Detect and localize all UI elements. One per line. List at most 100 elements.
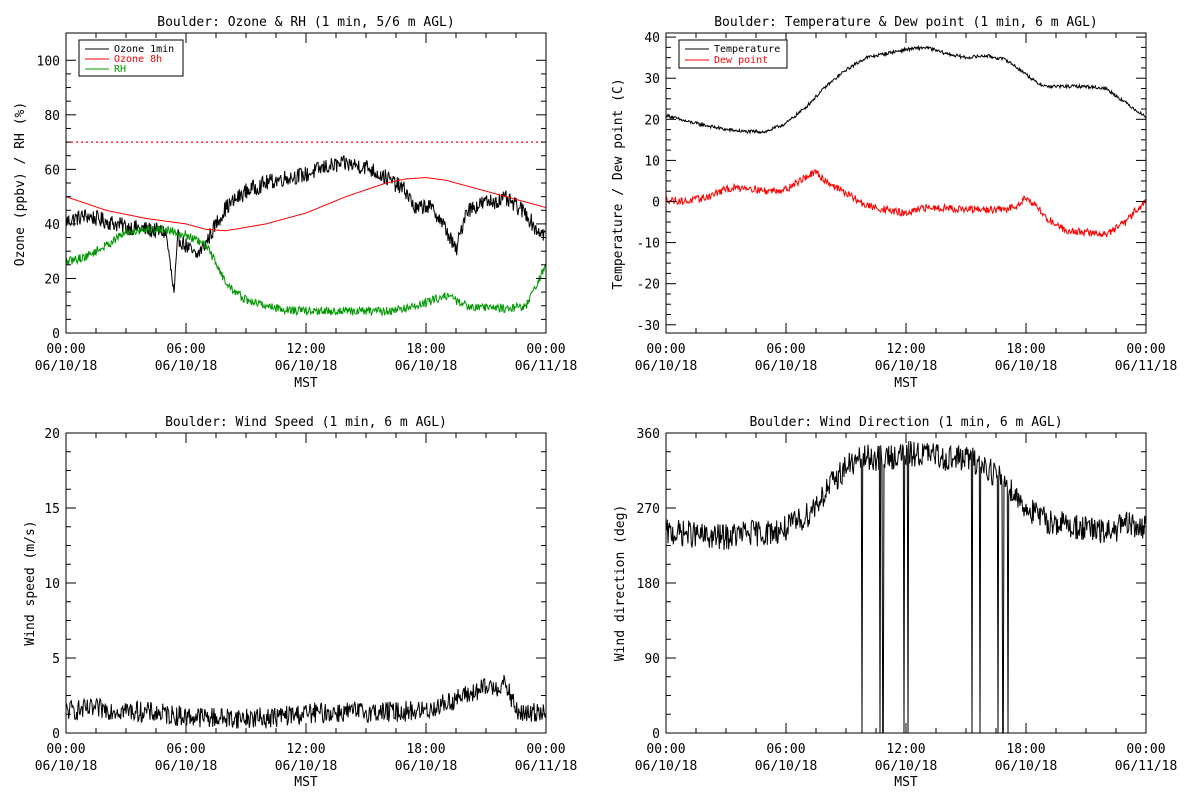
boulder-ozone-rh-1-min-5-6-m-agl-x-tick-date: 06/10/18 [155, 359, 218, 374]
boulder-ozone-rh-1-min-5-6-m-agl-y-tick-label: 60 [44, 163, 60, 178]
boulder-wind-speed-1-min-6-m-agl-x-tick-date: 06/11/18 [515, 759, 578, 774]
boulder-temperature-dew-point-1-min-6-m-agl-x-tick-date: 06/10/18 [755, 359, 818, 374]
boulder-ozone-rh-1-min-5-6-m-agl-x-tick-date: 06/10/18 [35, 359, 98, 374]
boulder-ozone-rh-1-min-5-6-m-agl-ozone-8h-line [65, 176, 547, 232]
boulder-ozone-rh-1-min-5-6-m-agl-x-tick-label: 06:00 [166, 342, 205, 357]
legend-label-ozone-8h: Ozone 8h [114, 54, 162, 65]
boulder-ozone-rh-1-min-5-6-m-agl-y-tick-label: 100 [37, 54, 60, 69]
boulder-wind-speed-1-min-6-m-agl-series-0-line [65, 674, 547, 729]
wind-direction-xlabel: MST [894, 775, 918, 790]
ozone-rh-ylabel: Ozone (ppbv) / RH (%) [13, 102, 28, 266]
boulder-wind-direction-1-min-6-m-agl-x-tick-date: 06/10/18 [755, 759, 818, 774]
boulder-wind-direction-1-min-6-m-agl-series-0-line [665, 441, 1147, 734]
wind-direction-ylabel: Wind direction (deg) [613, 505, 628, 662]
boulder-temperature-dew-point-1-min-6-m-agl-y-tick-label: 0 [652, 195, 660, 210]
boulder-temperature-dew-point-1-min-6-m-agl-x-tick-label: 18:00 [1006, 342, 1045, 357]
ozone-rh-panel: Boulder: Ozone & RH (1 min, 5/6 m AGL) O… [13, 15, 577, 391]
boulder-wind-direction-1-min-6-m-agl-x-tick-label: 00:00 [646, 742, 685, 757]
wind-direction-title: Boulder: Wind Direction (1 min, 6 m AGL) [749, 415, 1062, 430]
boulder-ozone-rh-1-min-5-6-m-agl-x-tick-label: 18:00 [406, 342, 445, 357]
wind-speed-ylabel: Wind speed (m/s) [23, 520, 38, 645]
boulder-wind-direction-1-min-6-m-agl-y-tick-label: 180 [637, 577, 660, 592]
boulder-temperature-dew-point-1-min-6-m-agl-y-tick-label: -20 [637, 278, 660, 293]
boulder-temperature-dew-point-1-min-6-m-agl-x-tick-label: 12:00 [886, 342, 925, 357]
boulder-temperature-dew-point-1-min-6-m-agl-temperature-line [665, 44, 1147, 135]
boulder-wind-speed-1-min-6-m-agl-y-tick-label: 0 [52, 727, 60, 742]
boulder-ozone-rh-1-min-5-6-m-agl-x-tick-label: 00:00 [46, 342, 85, 357]
boulder-wind-direction-1-min-6-m-agl-plot-frame [665, 432, 1147, 734]
temp-dewpoint-panel: Boulder: Temperature & Dew point (1 min,… [611, 15, 1177, 391]
wind-direction-panel: Boulder: Wind Direction (1 min, 6 m AGL)… [613, 415, 1177, 790]
boulder-wind-direction-1-min-6-m-agl-x-tick-date: 06/11/18 [1115, 759, 1178, 774]
boulder-wind-direction-1-min-6-m-agl-x-tick-date: 06/10/18 [995, 759, 1058, 774]
temp-dewpoint-ylabel: Temperature / Dew point (C) [611, 78, 626, 289]
boulder-wind-direction-1-min-6-m-agl-x-tick-label: 00:00 [1126, 742, 1165, 757]
boulder-wind-direction-1-min-6-m-agl-x-tick-label: 06:00 [766, 742, 805, 757]
boulder-temperature-dew-point-1-min-6-m-agl-x-tick-label: 06:00 [766, 342, 805, 357]
boulder-wind-speed-1-min-6-m-agl-y-tick-label: 20 [44, 427, 60, 442]
boulder-ozone-rh-1-min-5-6-m-agl-ozone-1min-line [65, 155, 547, 293]
boulder-temperature-dew-point-1-min-6-m-agl-x-tick-date: 06/10/18 [995, 359, 1058, 374]
ozone-rh-title: Boulder: Ozone & RH (1 min, 5/6 m AGL) [157, 15, 454, 30]
temp-dewpoint-title: Boulder: Temperature & Dew point (1 min,… [714, 15, 1098, 30]
boulder-wind-speed-1-min-6-m-agl-x-tick-label: 06:00 [166, 742, 205, 757]
boulder-ozone-rh-1-min-5-6-m-agl-y-tick-label: 0 [52, 327, 60, 342]
ozone-rh-xlabel: MST [294, 376, 318, 391]
boulder-temperature-dew-point-1-min-6-m-agl-x-tick-label: 00:00 [1126, 342, 1165, 357]
boulder-wind-speed-1-min-6-m-agl-y-tick-label: 15 [44, 502, 60, 517]
boulder-ozone-rh-1-min-5-6-m-agl-x-tick-date: 06/11/18 [515, 359, 578, 374]
boulder-temperature-dew-point-1-min-6-m-agl-x-tick-date: 06/10/18 [635, 359, 698, 374]
boulder-ozone-rh-1-min-5-6-m-agl-x-tick-label: 12:00 [286, 342, 325, 357]
legend-label-dew-point: Dew point [714, 55, 768, 66]
wind-speed-panel: Boulder: Wind Speed (1 min, 6 m AGL) Win… [23, 415, 577, 790]
boulder-wind-speed-1-min-6-m-agl-plot-frame [65, 432, 547, 734]
legend-label-temperature: Temperature [714, 44, 780, 55]
boulder-wind-speed-1-min-6-m-agl-x-tick-date: 06/10/18 [155, 759, 218, 774]
boulder-wind-direction-1-min-6-m-agl-x-tick-date: 06/10/18 [875, 759, 938, 774]
boulder-temperature-dew-point-1-min-6-m-agl-y-tick-label: 30 [644, 72, 660, 87]
boulder-wind-speed-1-min-6-m-agl-x-tick-date: 06/10/18 [395, 759, 458, 774]
boulder-wind-speed-1-min-6-m-agl-x-tick-label: 00:00 [46, 742, 85, 757]
boulder-ozone-rh-1-min-5-6-m-agl-y-tick-label: 20 [44, 272, 60, 287]
boulder-temperature-dew-point-1-min-6-m-agl-plot-frame [665, 32, 1147, 334]
boulder-temperature-dew-point-1-min-6-m-agl-x-tick-label: 00:00 [646, 342, 685, 357]
boulder-temperature-dew-point-1-min-6-m-agl-y-tick-label: -10 [637, 237, 660, 252]
boulder-wind-speed-1-min-6-m-agl-x-tick-label: 12:00 [286, 742, 325, 757]
boulder-temperature-dew-point-1-min-6-m-agl-dew-point-line [665, 169, 1147, 238]
boulder-ozone-rh-1-min-5-6-m-agl-x-tick-date: 06/10/18 [275, 359, 338, 374]
temp-dewpoint-legend: Temperature Dew point [678, 39, 788, 69]
boulder-wind-speed-1-min-6-m-agl-x-tick-date: 06/10/18 [35, 759, 98, 774]
boulder-temperature-dew-point-1-min-6-m-agl-y-tick-label: 10 [644, 154, 660, 169]
boulder-ozone-rh-1-min-5-6-m-agl-rh-line [65, 225, 547, 317]
boulder-wind-speed-1-min-6-m-agl-x-tick-date: 06/10/18 [275, 759, 338, 774]
boulder-temperature-dew-point-1-min-6-m-agl-y-tick-label: 40 [644, 31, 660, 46]
boulder-temperature-dew-point-1-min-6-m-agl-y-tick-label: -30 [637, 319, 660, 334]
boulder-wind-direction-1-min-6-m-agl-y-tick-label: 360 [637, 427, 660, 442]
boulder-ozone-rh-1-min-5-6-m-agl-x-tick-label: 00:00 [526, 342, 565, 357]
boulder-ozone-rh-1-min-5-6-m-agl-plot-frame [65, 32, 547, 334]
wind-speed-title: Boulder: Wind Speed (1 min, 6 m AGL) [165, 415, 447, 430]
boulder-wind-speed-1-min-6-m-agl-x-tick-label: 00:00 [526, 742, 565, 757]
boulder-ozone-rh-1-min-5-6-m-agl-y-tick-label: 40 [44, 218, 60, 233]
boulder-wind-speed-1-min-6-m-agl-y-tick-label: 10 [44, 577, 60, 592]
boulder-wind-speed-1-min-6-m-agl-y-tick-label: 5 [52, 652, 60, 667]
boulder-temperature-dew-point-1-min-6-m-agl-x-tick-date: 06/10/18 [875, 359, 938, 374]
legend-label-rh: RH [114, 64, 126, 75]
temp-dewpoint-xlabel: MST [894, 376, 918, 391]
legend-label-ozone-1min: Ozone 1min [114, 44, 174, 55]
ozone-rh-legend: Ozone 1min Ozone 8h RH [78, 39, 184, 77]
boulder-wind-direction-1-min-6-m-agl-y-tick-label: 90 [644, 652, 660, 667]
boulder-wind-direction-1-min-6-m-agl-y-tick-label: 270 [637, 502, 660, 517]
boulder-wind-direction-1-min-6-m-agl-y-tick-label: 0 [652, 727, 660, 742]
boulder-temperature-dew-point-1-min-6-m-agl-x-tick-date: 06/11/18 [1115, 359, 1178, 374]
boulder-wind-direction-1-min-6-m-agl-x-tick-label: 18:00 [1006, 742, 1045, 757]
boulder-ozone-rh-1-min-5-6-m-agl-y-tick-label: 80 [44, 109, 60, 124]
boulder-ozone-rh-1-min-5-6-m-agl-x-tick-date: 06/10/18 [395, 359, 458, 374]
wind-speed-xlabel: MST [294, 775, 318, 790]
boulder-wind-direction-1-min-6-m-agl-x-tick-date: 06/10/18 [635, 759, 698, 774]
boulder-temperature-dew-point-1-min-6-m-agl-y-tick-label: 20 [644, 113, 660, 128]
boulder-wind-direction-1-min-6-m-agl-x-tick-label: 12:00 [886, 742, 925, 757]
boulder-wind-speed-1-min-6-m-agl-x-tick-label: 18:00 [406, 742, 445, 757]
legend-box [78, 39, 184, 77]
